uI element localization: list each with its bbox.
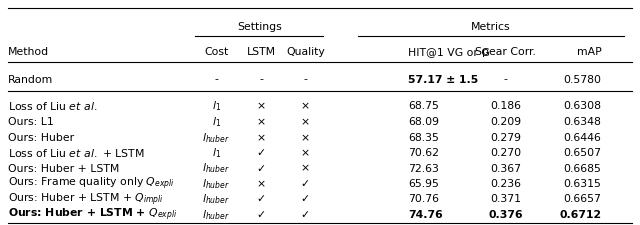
Text: 0.279: 0.279: [490, 132, 521, 142]
Text: 0.371: 0.371: [490, 194, 521, 203]
Text: Ours: Huber + LSTM: Ours: Huber + LSTM: [8, 163, 119, 173]
Text: Loss of Liu $\it{et\ al.}$ + LSTM: Loss of Liu $\it{et\ al.}$ + LSTM: [8, 146, 144, 159]
Text: $l_{huber}$: $l_{huber}$: [202, 130, 230, 144]
Text: $l_1$: $l_1$: [212, 146, 221, 160]
Text: 0.6348: 0.6348: [564, 117, 602, 126]
Text: -: -: [504, 74, 508, 84]
Text: $l_{huber}$: $l_{huber}$: [202, 207, 230, 221]
Text: $l_1$: $l_1$: [212, 115, 221, 128]
Text: 0.270: 0.270: [490, 148, 521, 157]
Text: 0.5780: 0.5780: [564, 74, 602, 84]
Text: 70.76: 70.76: [408, 194, 439, 203]
Text: ✓: ✓: [301, 178, 310, 188]
Text: ✓: ✓: [257, 148, 266, 157]
Text: 0.376: 0.376: [488, 209, 523, 219]
Text: 72.63: 72.63: [408, 163, 439, 173]
Text: 0.6712: 0.6712: [559, 209, 602, 219]
Text: ×: ×: [257, 132, 266, 142]
Text: ×: ×: [301, 163, 310, 173]
Text: ×: ×: [257, 101, 266, 111]
Text: 0.6685: 0.6685: [564, 163, 602, 173]
Text: 0.6657: 0.6657: [564, 194, 602, 203]
Text: LSTM: LSTM: [246, 47, 276, 57]
Text: Settings: Settings: [237, 22, 282, 32]
Text: Ours: Frame quality only $Q_{expli}$: Ours: Frame quality only $Q_{expli}$: [8, 175, 175, 191]
Text: Ours: L1: Ours: L1: [8, 117, 53, 126]
Text: 68.09: 68.09: [408, 117, 439, 126]
Text: ×: ×: [257, 178, 266, 188]
Text: HIT@1 VG or G: HIT@1 VG or G: [408, 47, 490, 57]
Text: Cost: Cost: [204, 47, 228, 57]
Text: 0.6315: 0.6315: [564, 178, 602, 188]
Text: Random: Random: [8, 74, 53, 84]
Text: Method: Method: [8, 47, 49, 57]
Text: Ours: Huber + LSTM + $Q_{impli}$: Ours: Huber + LSTM + $Q_{impli}$: [8, 190, 164, 207]
Text: $l_1$: $l_1$: [212, 99, 221, 113]
Text: Metrics: Metrics: [471, 22, 511, 32]
Text: 0.236: 0.236: [490, 178, 521, 188]
Text: $l_{huber}$: $l_{huber}$: [202, 176, 230, 190]
Text: 0.367: 0.367: [490, 163, 521, 173]
Text: 0.6446: 0.6446: [564, 132, 602, 142]
Text: -: -: [259, 74, 263, 84]
Text: ×: ×: [301, 117, 310, 126]
Text: ✓: ✓: [301, 209, 310, 219]
Text: ×: ×: [257, 117, 266, 126]
Text: -: -: [303, 74, 307, 84]
Text: -: -: [214, 74, 218, 84]
Text: ×: ×: [301, 148, 310, 157]
Text: ✓: ✓: [301, 194, 310, 203]
Text: Loss of Liu $\it{et\ al.}$: Loss of Liu $\it{et\ al.}$: [8, 100, 97, 112]
Text: Ours: Huber + LSTM + $Q_{expli}$: Ours: Huber + LSTM + $Q_{expli}$: [8, 206, 177, 222]
Text: 0.186: 0.186: [490, 101, 521, 111]
Text: Ours: Huber: Ours: Huber: [8, 132, 74, 142]
Text: 57.17 ± 1.5: 57.17 ± 1.5: [408, 74, 479, 84]
Text: $l_{huber}$: $l_{huber}$: [202, 191, 230, 205]
Text: ✓: ✓: [257, 194, 266, 203]
Text: ×: ×: [301, 101, 310, 111]
Text: 65.95: 65.95: [408, 178, 439, 188]
Text: $l_{huber}$: $l_{huber}$: [202, 161, 230, 175]
Text: ✓: ✓: [257, 163, 266, 173]
Text: ✓: ✓: [257, 209, 266, 219]
Text: ×: ×: [301, 132, 310, 142]
Text: 70.62: 70.62: [408, 148, 439, 157]
Text: Spear Corr.: Spear Corr.: [475, 47, 536, 57]
Text: 0.209: 0.209: [490, 117, 521, 126]
Text: 68.75: 68.75: [408, 101, 439, 111]
Text: Quality: Quality: [286, 47, 324, 57]
Text: 68.35: 68.35: [408, 132, 439, 142]
Text: 0.6507: 0.6507: [564, 148, 602, 157]
Text: mAP: mAP: [577, 47, 602, 57]
Text: 0.6308: 0.6308: [564, 101, 602, 111]
Text: 74.76: 74.76: [408, 209, 443, 219]
